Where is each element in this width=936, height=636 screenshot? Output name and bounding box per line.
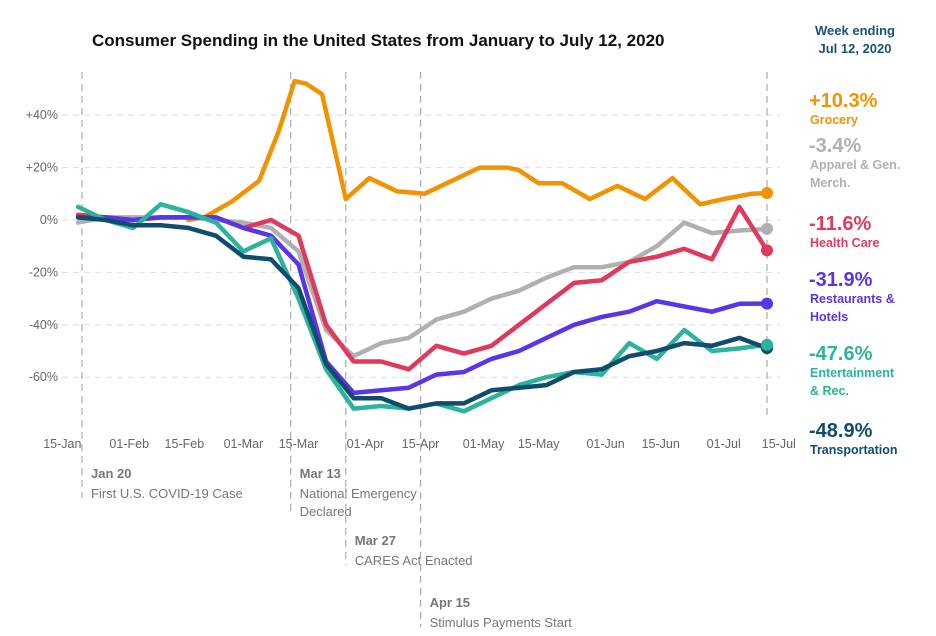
series-line-restaurants-hotels: [75, 215, 770, 396]
x-tick-label: 15-Feb: [165, 437, 205, 451]
event-date: Apr 15: [430, 595, 470, 610]
series-lines: [75, 78, 773, 414]
series-line-transportation: [75, 215, 770, 411]
x-tick-label: 01-Jul: [707, 437, 741, 451]
y-tick-label: -20%: [29, 265, 58, 279]
series-end-marker: [761, 297, 773, 310]
event-description: CARES Act Enacted: [355, 553, 473, 568]
series-name-label: Merch.: [810, 176, 850, 190]
series-name-label: Transportation: [810, 443, 898, 457]
series-name-label: & Rec.: [810, 384, 849, 398]
series-value-label: -31.9%: [809, 269, 873, 291]
series-name-label: Health Care: [810, 236, 880, 250]
event-description: National Emergency: [300, 486, 418, 501]
y-tick-label: 0%: [40, 213, 58, 227]
y-tick-label: +20%: [26, 161, 58, 175]
series-name-label: Apparel & Gen.: [810, 158, 900, 172]
series-line-apparel-gen-merch: [75, 215, 770, 359]
event-date: Mar 13: [300, 466, 341, 481]
series-value-label: -47.6%: [809, 343, 873, 365]
series-end-marker: [761, 244, 773, 257]
y-tick-label: +40%: [26, 108, 58, 122]
x-tick-label: 15-Jul: [762, 437, 796, 451]
x-tick-label: 01-Feb: [109, 437, 149, 451]
y-tick-label: -40%: [29, 318, 58, 332]
x-tick-label: 15-Mar: [279, 437, 319, 451]
event-markers: Jan 20 First U.S. COVID-19 Case Mar 13 Nati…: [81, 72, 768, 630]
series-end-marker: [761, 222, 773, 235]
week-ending-label: Week ending: [815, 23, 895, 38]
series-end-labels: +10.3%Grocery -3.4%Apparel & Gen. Merch. -1…: [809, 90, 900, 457]
week-ending-date: Jul 12, 2020: [819, 41, 892, 56]
x-tick-label: 15-Jun: [642, 437, 680, 451]
x-tick-label: 01-Jun: [586, 437, 624, 451]
event-description: Declared: [300, 504, 352, 519]
x-tick-label: 01-May: [463, 437, 505, 451]
series-name-label: Grocery: [810, 113, 858, 127]
x-tick-label: 15-May: [518, 437, 560, 451]
series-value-label: -48.9%: [809, 420, 873, 442]
event-date: Jan 20: [91, 466, 131, 481]
series-value-label: -3.4%: [809, 135, 861, 157]
series-name-label: Hotels: [810, 310, 848, 324]
x-tick-label: 01-Apr: [347, 437, 385, 451]
series-line-health-care: [75, 204, 770, 372]
event-date: Mar 27: [355, 533, 396, 548]
series-value-label: -11.6%: [809, 213, 871, 235]
series-line-grocery: [186, 78, 770, 223]
event-description: First U.S. COVID-19 Case: [91, 486, 243, 501]
series-value-label: +10.3%: [809, 90, 878, 112]
event-description: Stimulus Payments Start: [430, 615, 573, 630]
x-tick-label: 01-Mar: [224, 437, 264, 451]
y-tick-label: -60%: [29, 370, 58, 384]
chart-title: Consumer Spending in the United States f…: [92, 31, 664, 50]
series-end-marker: [761, 338, 773, 351]
series-end-marker: [761, 187, 773, 200]
series-name-label: Restaurants &: [810, 292, 895, 306]
x-tick-label: 15-Jan: [43, 437, 81, 451]
y-gridlines: +40% +20% 0% -20% -40% -60% 15-Jan 01-Feb 15-Feb…: [26, 108, 796, 451]
series-name-label: Entertainment: [810, 366, 895, 380]
